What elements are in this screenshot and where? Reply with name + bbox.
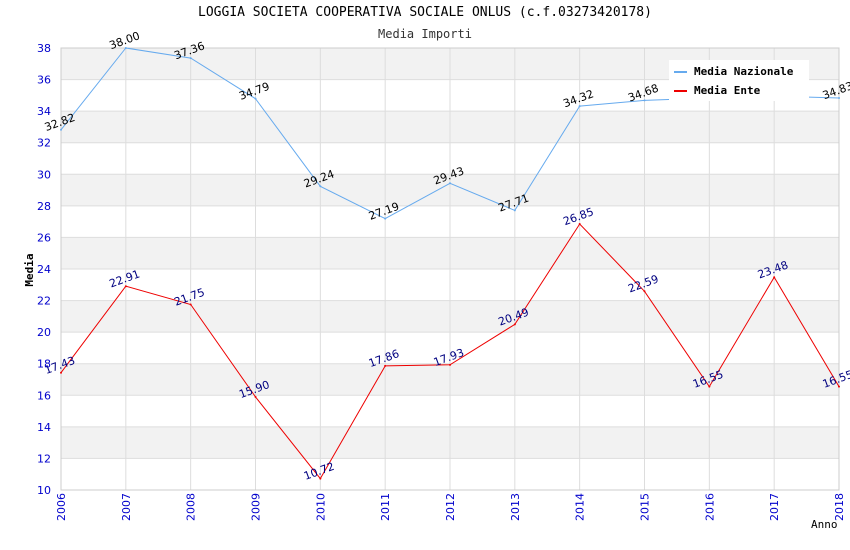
data-point-media-nazionale — [254, 97, 257, 100]
data-label-media-nazionale: 34.79 — [237, 80, 271, 103]
data-point-media-nazionale — [124, 47, 127, 49]
legend-label-media-nazionale: Media Nazionale — [694, 65, 794, 78]
data-point-media-ente — [643, 290, 646, 293]
y-tick-label: 32 — [37, 137, 51, 150]
y-tick-label: 10 — [37, 484, 51, 497]
data-label-media-nazionale: 34.68 — [626, 82, 660, 105]
y-tick-label: 22 — [37, 295, 51, 308]
data-label-media-ente: 10.72 — [302, 460, 336, 483]
x-tick-label: 2018 — [833, 493, 846, 521]
data-point-media-ente — [773, 276, 776, 279]
y-tick-label: 24 — [37, 263, 51, 276]
x-tick-label: 2017 — [768, 493, 781, 521]
data-point-media-ente — [838, 385, 840, 388]
x-tick-label: 2006 — [55, 493, 68, 521]
x-axis-label: Anno — [811, 518, 838, 531]
data-point-media-ente — [578, 223, 581, 226]
data-label-media-ente: 22.59 — [626, 272, 660, 295]
y-tick-label: 14 — [37, 421, 51, 434]
x-tick-label: 2007 — [120, 493, 133, 521]
x-tick-label: 2011 — [379, 493, 392, 521]
data-point-media-nazionale — [838, 97, 840, 100]
data-point-media-nazionale — [513, 209, 516, 212]
y-tick-label: 38 — [37, 42, 51, 55]
y-tick-label: 28 — [37, 200, 51, 213]
data-label-media-ente: 26.85 — [561, 205, 595, 228]
data-point-media-ente — [513, 323, 516, 326]
x-tick-label: 2012 — [444, 493, 457, 521]
data-point-media-ente — [384, 364, 387, 367]
x-tick-label: 2016 — [703, 493, 716, 521]
data-point-media-nazionale — [578, 105, 581, 108]
x-tick-label: 2013 — [509, 493, 522, 521]
x-tick-label: 2014 — [574, 493, 587, 521]
x-tick-label: 2008 — [185, 493, 198, 521]
y-tick-label: 12 — [37, 452, 51, 465]
data-point-media-ente — [189, 303, 192, 306]
y-tick-label: 34 — [37, 105, 51, 118]
chart-title: LOGGIA SOCIETA COOPERATIVA SOCIALE ONLUS… — [198, 5, 652, 20]
data-point-media-ente — [254, 395, 257, 398]
y-tick-label: 20 — [37, 326, 51, 339]
y-tick-label: 26 — [37, 231, 51, 244]
data-point-media-ente — [319, 477, 322, 480]
data-point-media-ente — [449, 363, 451, 366]
chart-subtitle: Media Importi — [378, 27, 472, 41]
data-point-media-nazionale — [643, 99, 646, 102]
data-point-media-ente — [124, 285, 127, 288]
data-label-media-nazionale: 34.83 — [821, 79, 850, 102]
data-point-media-nazionale — [189, 57, 192, 60]
data-point-media-nazionale — [60, 128, 62, 131]
data-label-media-nazionale: 34.32 — [561, 87, 595, 110]
data-point-media-nazionale — [449, 182, 451, 185]
data-point-media-nazionale — [384, 217, 387, 220]
data-point-media-nazionale — [319, 185, 322, 188]
y-tick-label: 30 — [37, 168, 51, 181]
data-point-media-ente — [60, 371, 62, 374]
legend-box — [669, 60, 809, 101]
y-tick-label: 18 — [37, 358, 51, 371]
plot-frame — [60, 47, 840, 491]
legend: Media Nazionale Media Ente — [669, 60, 809, 101]
x-tick-label: 2010 — [314, 493, 327, 521]
x-tick-label: 2015 — [639, 493, 652, 521]
y-tick-label: 36 — [37, 74, 51, 87]
data-point-media-ente — [708, 385, 711, 388]
x-tick-label: 2009 — [250, 493, 263, 521]
y-axis-label: Media — [23, 253, 36, 286]
y-tick-label: 16 — [37, 389, 51, 402]
legend-label-media-ente: Media Ente — [694, 84, 761, 97]
